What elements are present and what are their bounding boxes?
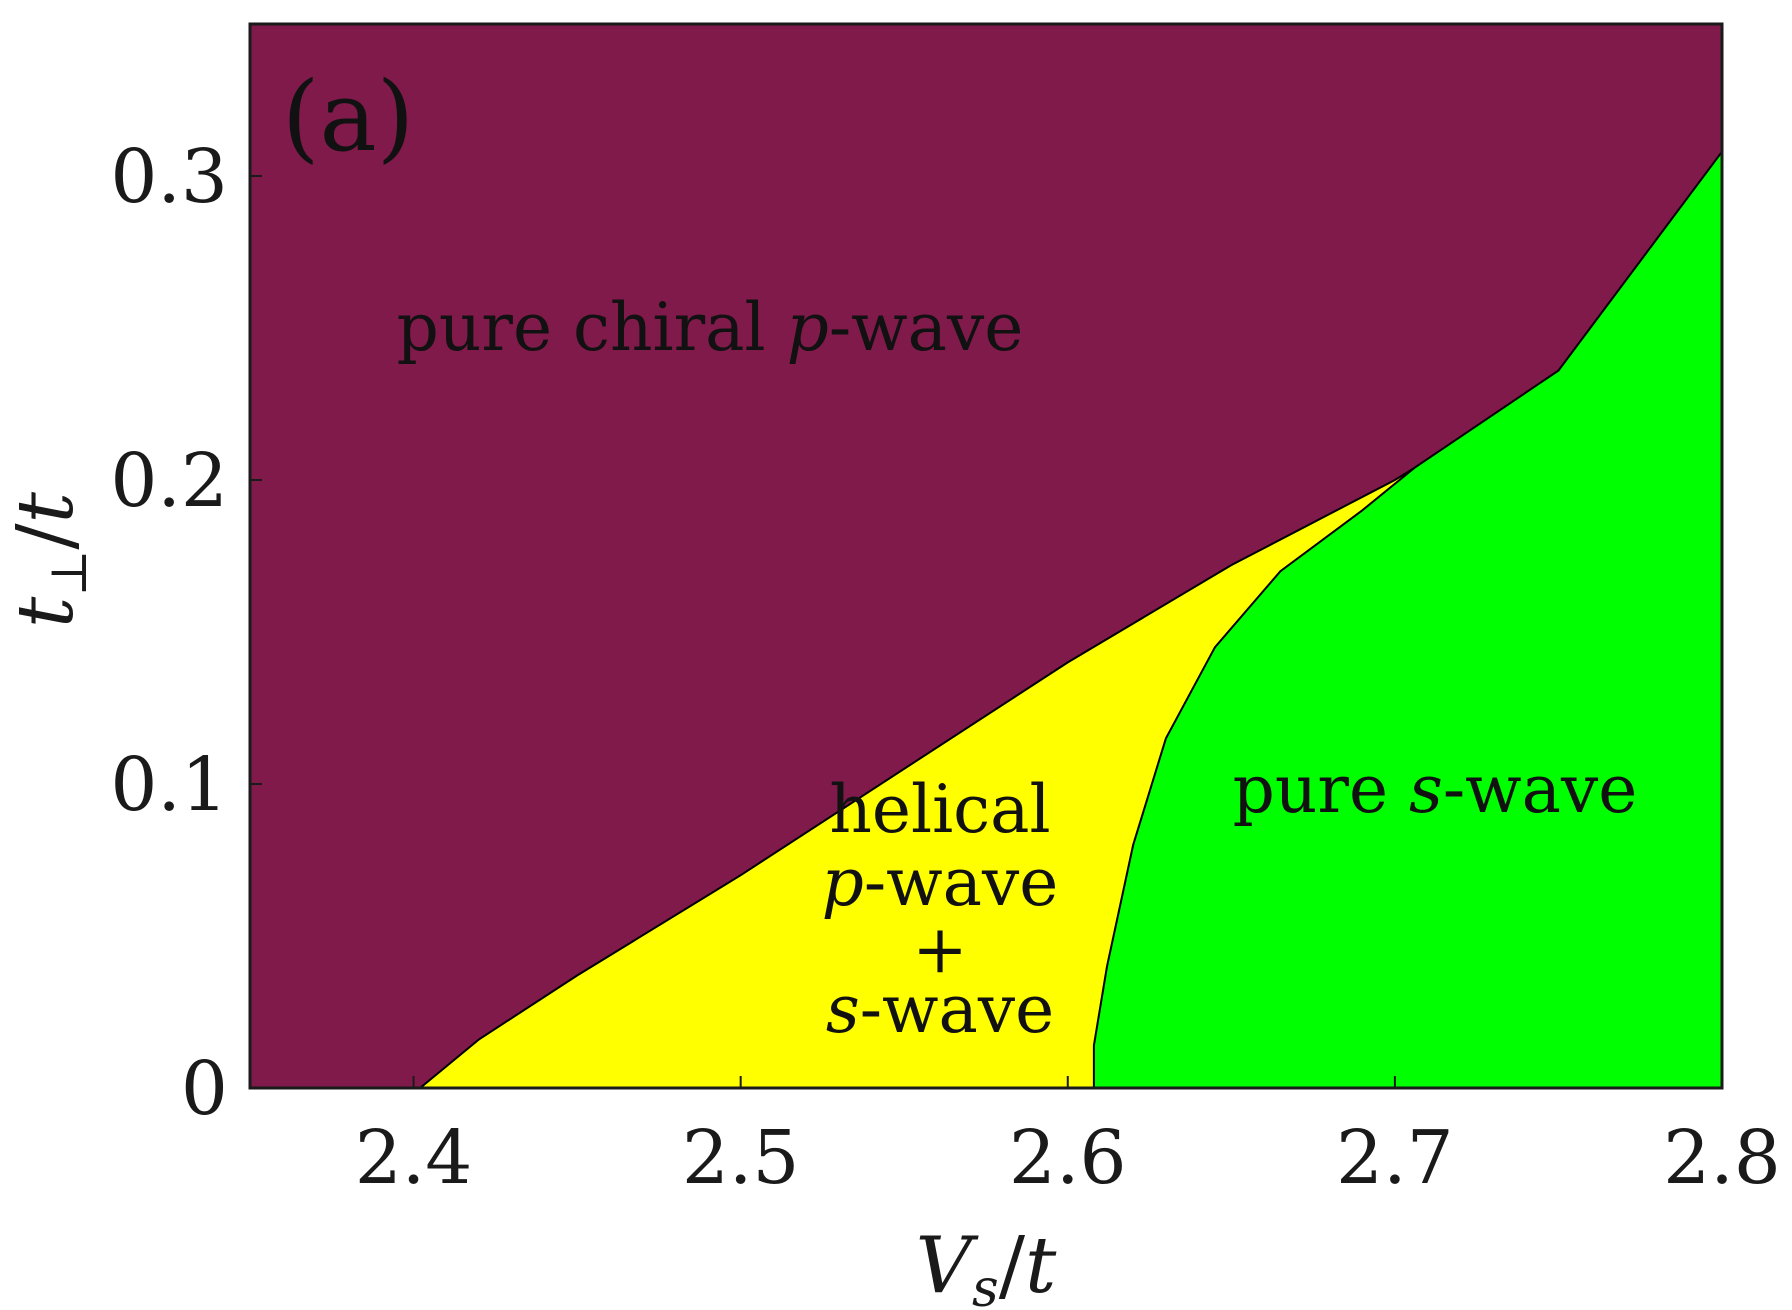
x-tick-label: 2.5 xyxy=(682,1115,800,1201)
region-label-chiral: pure chiral p-wave xyxy=(397,289,1024,366)
x-axis-label: Vs/t xyxy=(916,1221,1057,1310)
y-tick-label: 0.2 xyxy=(110,438,228,524)
panel-label: (a) xyxy=(282,61,414,173)
plot-frame xyxy=(248,22,1724,1090)
x-tick-label: 2.6 xyxy=(1009,1115,1127,1201)
x-axis-ticks: 2.4 2.5 2.6 2.7 2.8 xyxy=(355,1076,1781,1201)
plot-area xyxy=(248,22,1724,1090)
region-label-helical: p-wave xyxy=(822,844,1059,921)
region-label-helical: s-wave xyxy=(826,971,1054,1048)
y-axis-label: t⊥/t xyxy=(1,491,98,628)
text-labels: (a) pure chiral p-wave helicalp-wave+s-wav… xyxy=(1,61,1637,1310)
y-tick-label: 0.1 xyxy=(110,742,228,828)
y-axis-ticks: 0 0.1 0.2 0.3 xyxy=(110,134,262,1132)
y-tick-label: 0.3 xyxy=(110,134,228,220)
x-tick-label: 2.4 xyxy=(355,1115,473,1201)
region-label-helical: helical xyxy=(829,771,1050,848)
y-tick-label: 0 xyxy=(181,1046,228,1132)
x-tick-label: 2.7 xyxy=(1336,1115,1454,1201)
s-wave-boundary-line xyxy=(1092,467,1416,1088)
region-label-swave: pure s-wave xyxy=(1233,751,1638,828)
region-label-helical: + xyxy=(912,911,967,988)
chiral-boundary-line xyxy=(419,151,1723,1089)
x-tick-label: 2.8 xyxy=(1663,1115,1781,1201)
